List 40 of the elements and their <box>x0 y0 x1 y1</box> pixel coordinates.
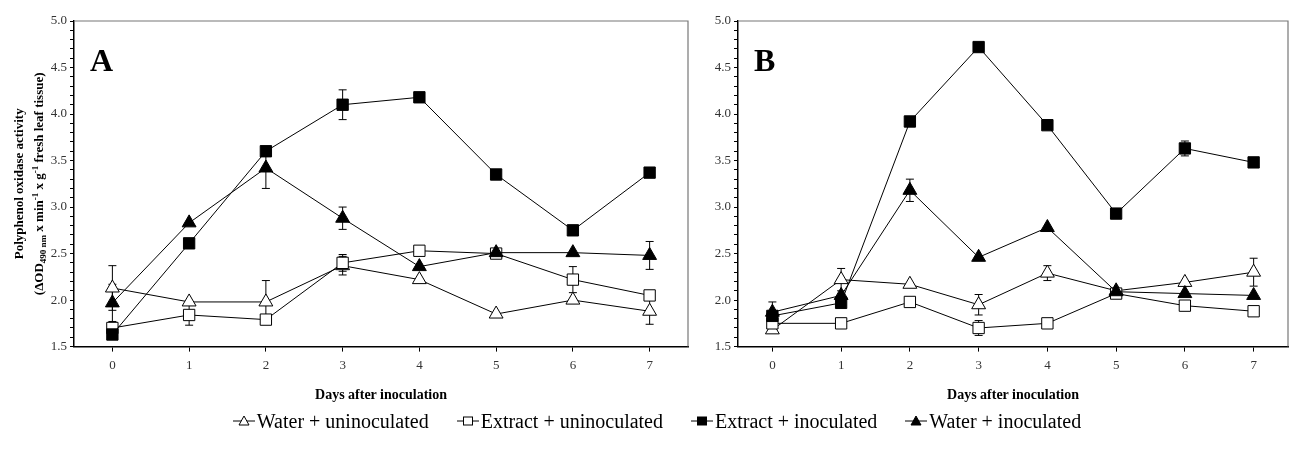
legend-label: Extract + uninoculated <box>480 409 663 434</box>
x-tick-label: 5 <box>1112 356 1120 372</box>
y-tick-label: 3.0 <box>714 198 731 214</box>
x-tick-label: 1 <box>185 356 193 372</box>
y-tick-label: 1.5 <box>50 338 67 354</box>
x-tick-label: 3 <box>975 356 982 372</box>
x-tick-label: 6 <box>569 356 577 372</box>
x-axis-title: Days after inoculation <box>947 387 1080 403</box>
legend-label: Extract + inoculated <box>715 409 878 434</box>
x-tick-label: 4 <box>416 356 424 372</box>
annotation: A <box>90 42 114 78</box>
y-tick-label: 2.0 <box>50 291 67 307</box>
legend-label: Water + inoculated <box>929 409 1082 434</box>
y-tick-label: 4.5 <box>714 58 731 74</box>
x-axis-title: Days after inoculation <box>315 387 448 403</box>
x-tick-label: 0 <box>769 356 776 372</box>
y-tick-label: 2.5 <box>50 244 67 260</box>
x-tick-label: 0 <box>109 356 116 372</box>
x-tick-label: 1 <box>837 356 845 372</box>
legend-label: Water + uninoculated <box>256 409 429 434</box>
x-tick-label: 2 <box>262 356 270 372</box>
x-tick-label: 2 <box>906 356 914 372</box>
y-tick-label: 3.5 <box>714 151 731 167</box>
y-tick-label: 3.5 <box>50 151 67 167</box>
x-tick-label: 3 <box>339 356 346 372</box>
annotation: B <box>754 42 776 78</box>
y-tick-label: 5.0 <box>50 12 67 28</box>
y-tick-label: 4.0 <box>714 105 731 121</box>
y-tick-label: 2.0 <box>714 291 731 307</box>
y-tick-label: 3.0 <box>50 198 67 214</box>
x-tick-label: 6 <box>1181 356 1189 372</box>
x-tick-label: 4 <box>1044 356 1052 372</box>
x-tick-label: 5 <box>492 356 500 372</box>
y-tick-label: 1.5 <box>714 338 731 354</box>
y-tick-label: 4.0 <box>50 105 67 121</box>
y-tick-label: 5.0 <box>714 12 731 28</box>
y-tick-label: 4.5 <box>50 58 67 74</box>
y-tick-label: 2.5 <box>714 244 731 260</box>
x-tick-label: 7 <box>1250 356 1258 372</box>
x-tick-label: 7 <box>646 356 654 372</box>
